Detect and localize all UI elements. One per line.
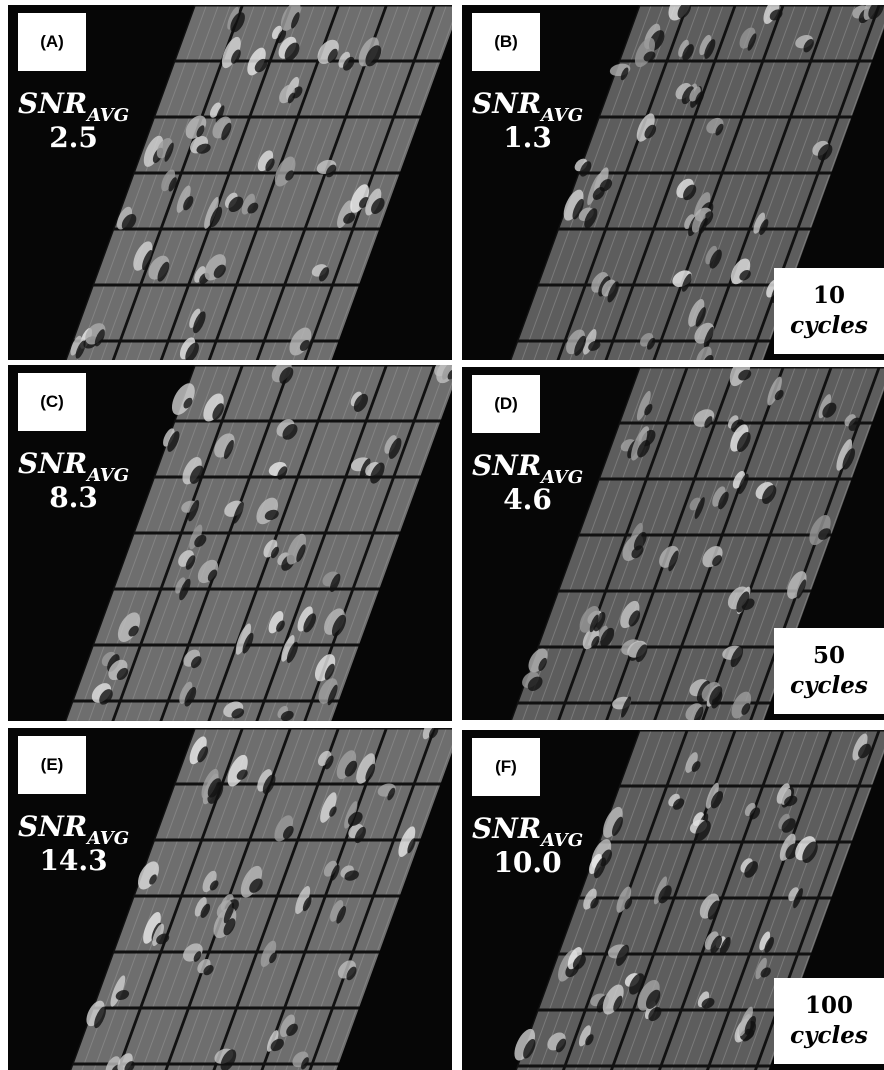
cycles-unit: cycles bbox=[774, 1021, 884, 1051]
panel-label: (A) bbox=[18, 13, 86, 71]
snr-subscript: AVG bbox=[541, 830, 583, 851]
cycles-count: 50 bbox=[774, 641, 884, 671]
snr-name: SNR bbox=[472, 812, 541, 845]
snr-subscript: AVG bbox=[541, 467, 583, 488]
panel-label: (E) bbox=[18, 736, 86, 794]
snr-name: SNR bbox=[472, 449, 541, 482]
panel-label: (B) bbox=[472, 13, 540, 71]
snr-subscript: AVG bbox=[87, 828, 129, 849]
cycles-count: 100 bbox=[774, 991, 884, 1021]
panel-label: (C) bbox=[18, 373, 86, 431]
snr-name: SNR bbox=[18, 810, 87, 843]
snr-subscript: AVG bbox=[87, 465, 129, 486]
snr-subscript: AVG bbox=[87, 105, 129, 126]
panel-label: (D) bbox=[472, 375, 540, 433]
snr-name: SNR bbox=[18, 447, 87, 480]
panel-label: (F) bbox=[472, 738, 540, 796]
cycles-count: 10 bbox=[774, 281, 884, 311]
figure: (() => { const data = JSON.parse(documen… bbox=[0, 0, 884, 1070]
cycles-unit: cycles bbox=[774, 311, 884, 341]
snr-subscript: AVG bbox=[541, 105, 583, 126]
cycles-unit: cycles bbox=[774, 671, 884, 701]
snr-name: SNR bbox=[18, 87, 87, 120]
snr-name: SNR bbox=[472, 87, 541, 120]
